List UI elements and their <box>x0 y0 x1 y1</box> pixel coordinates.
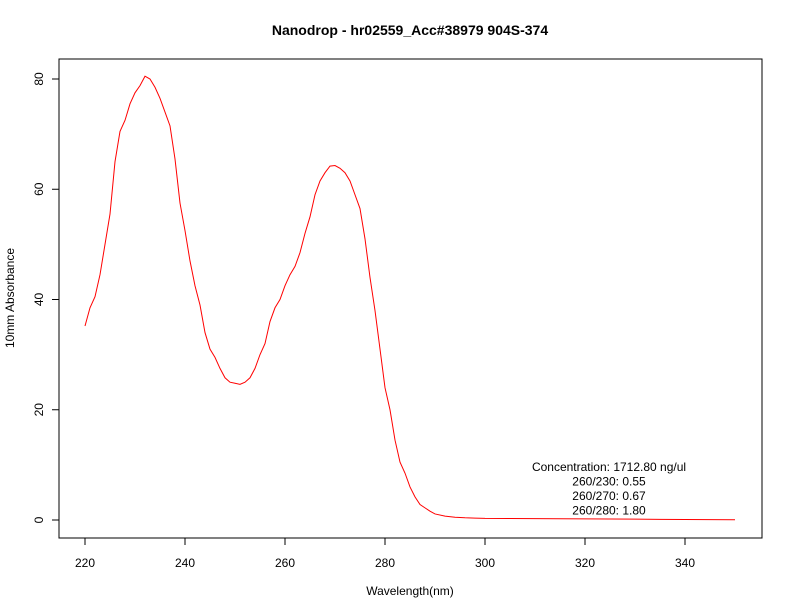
chart-title: Nanodrop - hr02559_Acc#38979 904S-374 <box>272 22 548 38</box>
annotation-line: 260/270: 0.67 <box>572 489 646 503</box>
y-tick-label: 20 <box>32 403 46 417</box>
x-tick-label: 320 <box>575 556 595 570</box>
annotation-line: 260/230: 0.55 <box>572 475 646 489</box>
y-axis-label: 10mm Absorbance <box>3 248 17 348</box>
x-axis: 220 240 260 280 300 320 340 <box>75 537 695 570</box>
y-tick-label: 0 <box>32 516 46 523</box>
x-tick-label: 300 <box>475 556 495 570</box>
y-tick-label: 40 <box>32 293 46 307</box>
y-tick-label: 60 <box>32 182 46 196</box>
x-tick-label: 240 <box>175 556 195 570</box>
absorbance-series-line <box>84 75 736 521</box>
annotation-line: Concentration: 1712.80 ng/ul <box>532 460 686 474</box>
y-tick-label: 80 <box>32 72 46 86</box>
annotation-line: 260/280: 1.80 <box>572 504 646 518</box>
x-tick-label: 280 <box>375 556 395 570</box>
x-axis-label: Wavelength(nm) <box>366 584 454 598</box>
y-axis: 0 20 40 60 80 <box>32 72 60 523</box>
x-tick-label: 220 <box>75 556 95 570</box>
x-tick-label: 340 <box>675 556 695 570</box>
x-tick-label: 260 <box>275 556 295 570</box>
